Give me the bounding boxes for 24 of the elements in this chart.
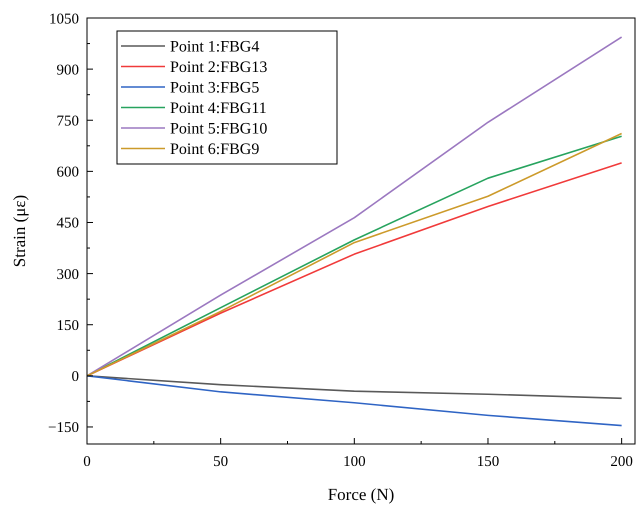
- x-tick-label: 200: [610, 454, 633, 470]
- y-tick-label: 0: [72, 369, 79, 386]
- y-tick-label: 900: [56, 62, 79, 78]
- x-tick-label: 50: [213, 454, 228, 470]
- y-tick-label: −150: [48, 420, 79, 436]
- legend-label: Point 5:FBG10: [170, 120, 268, 138]
- line-series: [86, 36, 622, 377]
- y-tick-label: 600: [56, 164, 79, 181]
- x-tick-label: 0: [83, 454, 91, 470]
- y-tick-label: 1050: [49, 11, 79, 28]
- legend-label: Point 6:FBG9: [170, 141, 260, 158]
- y-tick-label: 300: [56, 266, 79, 283]
- x-axis-title: Force (N): [328, 485, 394, 504]
- legend-label: Point 1:FBG4: [170, 38, 260, 56]
- y-axis-title: Strain (με): [10, 194, 29, 268]
- legend-label: Point 3:FBG5: [170, 80, 260, 97]
- x-tick-label: 150: [476, 454, 500, 470]
- line-series: [86, 375, 622, 426]
- y-tick-label: 150: [56, 318, 79, 334]
- legend-label: Point 4:FBG11: [170, 100, 267, 118]
- x-tick-label: 100: [343, 454, 366, 470]
- y-tick-label: 750: [56, 113, 79, 130]
- legend-label: Point 2:FBG13: [170, 59, 268, 76]
- y-tick-label: 450: [56, 216, 79, 232]
